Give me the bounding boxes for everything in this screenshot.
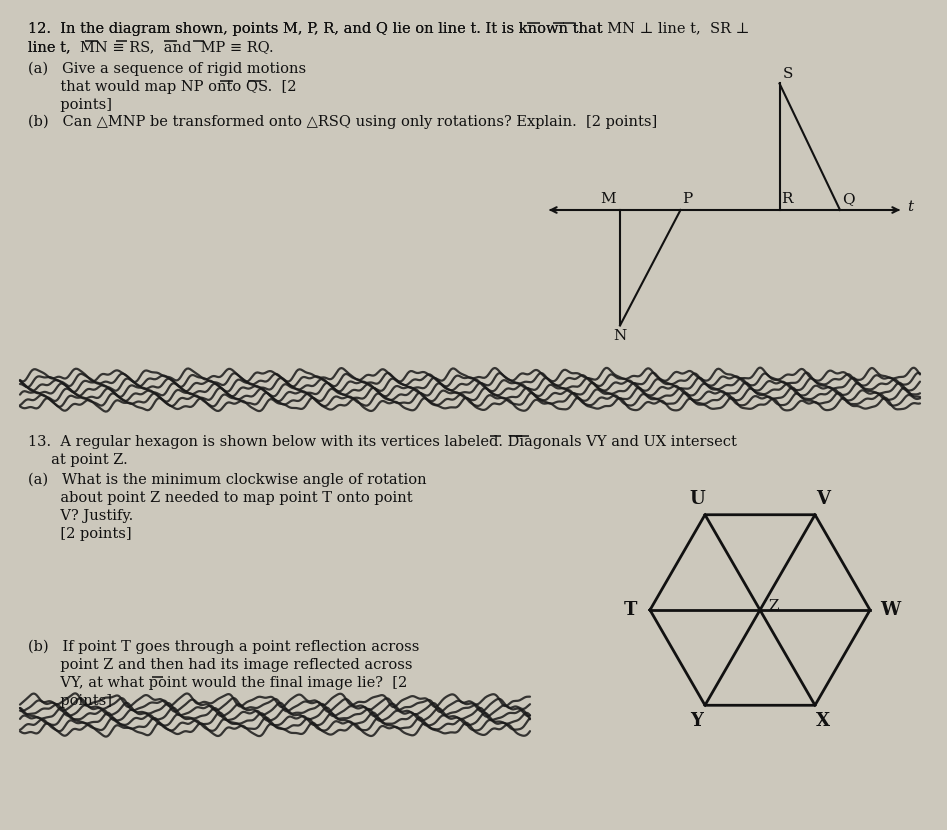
Text: U: U [689, 490, 705, 508]
Text: 12.  In the diagram shown, points M, P, R, and Q lie on line t. It is known that: 12. In the diagram shown, points M, P, R… [28, 22, 607, 36]
Text: point Z and then had its image reflected across: point Z and then had its image reflected… [28, 658, 413, 672]
Text: M: M [600, 192, 616, 206]
Text: W: W [880, 601, 900, 619]
Text: at point Z.: at point Z. [28, 453, 128, 467]
Text: t: t [907, 200, 913, 214]
Text: line t,: line t, [28, 40, 80, 54]
Text: points]: points] [28, 98, 112, 112]
Text: (b)   Can △MNP be transformed onto △RSQ using only rotations? Explain.  [2 point: (b) Can △MNP be transformed onto △RSQ us… [28, 115, 657, 129]
Text: Q: Q [842, 192, 854, 206]
Text: Y: Y [690, 712, 704, 730]
Text: (b)   If point T goes through a point reflection across: (b) If point T goes through a point refl… [28, 640, 420, 654]
Text: V: V [816, 490, 830, 508]
Text: VY, at what point would the final image lie?  [2: VY, at what point would the final image … [28, 676, 407, 690]
Text: V? Justify.: V? Justify. [28, 509, 134, 523]
Text: that would map NP onto QS.  [2: that would map NP onto QS. [2 [28, 80, 296, 94]
Text: 12.  In the diagram shown, points M, P, R, and Q lie on line t. It is known that: 12. In the diagram shown, points M, P, R… [28, 22, 749, 36]
Text: (a)   What is the minimum clockwise angle of rotation: (a) What is the minimum clockwise angle … [28, 473, 427, 487]
Text: N: N [614, 330, 627, 344]
Text: 13.  A regular hexagon is shown below with its vertices labeled. Diagonals VY an: 13. A regular hexagon is shown below wit… [28, 435, 737, 449]
Text: T: T [623, 601, 636, 619]
Text: points]: points] [28, 694, 112, 708]
Text: P: P [683, 192, 693, 206]
Text: (a)   Give a sequence of rigid motions: (a) Give a sequence of rigid motions [28, 62, 306, 76]
Text: X: X [816, 712, 831, 730]
Text: line t,  MN ≡ RS,  and  MP ≡ RQ.: line t, MN ≡ RS, and MP ≡ RQ. [28, 40, 274, 54]
Text: S: S [782, 66, 793, 81]
Text: R: R [781, 192, 793, 206]
Text: [2 points]: [2 points] [28, 527, 132, 541]
Text: Z: Z [768, 599, 778, 613]
Text: about point Z needed to map point T onto point: about point Z needed to map point T onto… [28, 491, 413, 505]
